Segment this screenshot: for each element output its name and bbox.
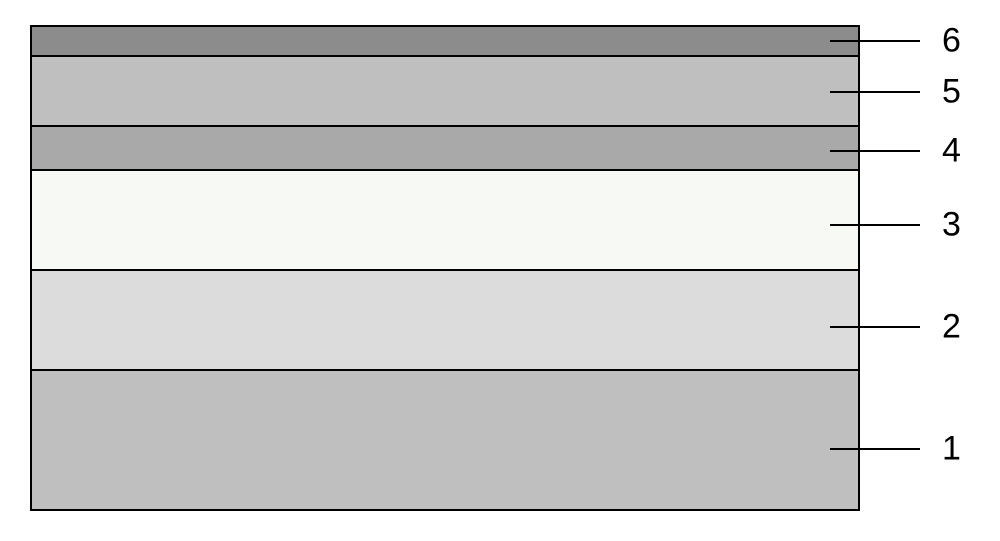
layer-label-4: 4 [942,132,961,171]
layer-2 [32,269,858,369]
layer-4 [32,125,858,169]
layer-3 [32,169,858,269]
layer-label-1: 1 [942,430,961,469]
diagram-canvas: 6 5 4 3 2 1 [20,20,980,521]
layer-stack [30,25,860,511]
layer-label-3: 3 [942,206,961,245]
layer-label-5: 5 [942,73,961,112]
layer-1 [32,369,858,509]
layer-label-2: 2 [942,308,961,347]
layer-6 [32,27,858,55]
layer-5 [32,55,858,125]
layer-label-6: 6 [942,22,961,61]
